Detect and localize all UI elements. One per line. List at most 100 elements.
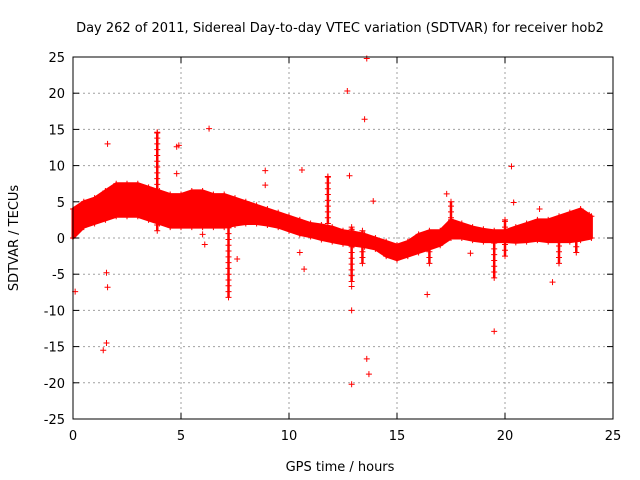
data-point [394, 256, 400, 263]
data-point [296, 231, 303, 238]
data-outlier [491, 328, 498, 335]
data-point [359, 248, 366, 255]
data-point [577, 237, 584, 244]
data-point [178, 224, 184, 231]
data-point [545, 238, 552, 245]
data-point [340, 240, 346, 247]
data-point [225, 276, 232, 283]
x-tick-label: 25 [605, 429, 622, 444]
data-point [154, 181, 161, 188]
data-point [348, 237, 355, 244]
data-point [502, 224, 508, 231]
data-point [318, 236, 325, 243]
data-point [491, 274, 498, 281]
data-point [264, 206, 271, 213]
data-point [145, 184, 152, 191]
data-outlier [103, 269, 110, 276]
data-outlier [363, 55, 370, 62]
data-point [210, 224, 217, 231]
data-point [359, 254, 366, 261]
data-outlier [346, 172, 353, 179]
data-point [91, 195, 98, 202]
data-point [134, 180, 141, 187]
data-point [225, 265, 232, 272]
data-point [348, 232, 355, 239]
data-point [225, 253, 232, 260]
data-point [491, 263, 498, 270]
ticks: 0 5 10 15 20 25 -25 -20 -15 -10 -5 0 5 10 15 20 25 [44, 51, 622, 444]
data-point [448, 214, 454, 221]
data-outlier [467, 250, 474, 257]
x-tick-label: 20 [497, 429, 514, 444]
data-point [502, 235, 508, 242]
data-outlier [361, 116, 368, 123]
data-outlier [348, 307, 355, 314]
data-point [394, 242, 400, 249]
data-point [348, 224, 355, 231]
data-point [573, 237, 580, 244]
data-point [383, 253, 390, 260]
data-point [448, 235, 454, 241]
data-point [372, 235, 379, 241]
data-point [372, 245, 379, 252]
data-outlier [104, 140, 111, 147]
data-point [512, 224, 519, 231]
data-point [324, 179, 331, 186]
data-outlier [370, 198, 377, 205]
data-point [242, 220, 249, 227]
data-point [154, 152, 161, 159]
data-point [154, 216, 161, 223]
data-point [80, 198, 87, 205]
data-point [480, 238, 487, 245]
data-point [469, 224, 476, 231]
data-point [154, 227, 161, 234]
data-point [588, 235, 595, 241]
data-point [232, 221, 238, 228]
data-outlier [536, 206, 543, 213]
data-point [556, 227, 562, 234]
data-point [154, 204, 161, 211]
data-outlier [301, 266, 308, 273]
data-point [324, 208, 331, 215]
data-point [113, 213, 120, 220]
y-tick-label: 0 [57, 232, 65, 247]
data-point [491, 269, 498, 276]
data-point [556, 254, 562, 261]
data-point [124, 213, 130, 220]
data-point [359, 237, 366, 244]
data-point [225, 271, 232, 278]
data-point [404, 253, 411, 260]
data-point [154, 187, 161, 194]
data-point [491, 245, 498, 252]
data-outlier [100, 347, 107, 354]
data-point [437, 242, 444, 249]
data-point [167, 224, 174, 231]
data-outlier [344, 88, 351, 95]
grid [73, 57, 613, 419]
y-tick-label: 10 [48, 160, 65, 175]
data-point [324, 214, 331, 221]
data-point [448, 208, 454, 215]
data-point [556, 213, 562, 220]
data-point [318, 221, 325, 228]
data-point [534, 216, 541, 223]
data-point [188, 187, 195, 194]
data-point [102, 216, 109, 223]
data-point [221, 191, 228, 198]
data-point [232, 195, 238, 202]
data-point [426, 248, 433, 255]
data-point [154, 169, 161, 176]
data-point [415, 231, 422, 238]
data-point [437, 227, 444, 234]
data-outlier [363, 355, 370, 362]
data-point [523, 220, 530, 227]
data-point [264, 221, 271, 228]
data-point [154, 164, 161, 171]
data-outlier [173, 170, 180, 177]
data-outlier [262, 182, 269, 189]
data-point [134, 213, 141, 220]
data-point [102, 187, 109, 194]
data-point [225, 224, 232, 231]
data-point [307, 220, 314, 227]
data-point [348, 278, 355, 285]
